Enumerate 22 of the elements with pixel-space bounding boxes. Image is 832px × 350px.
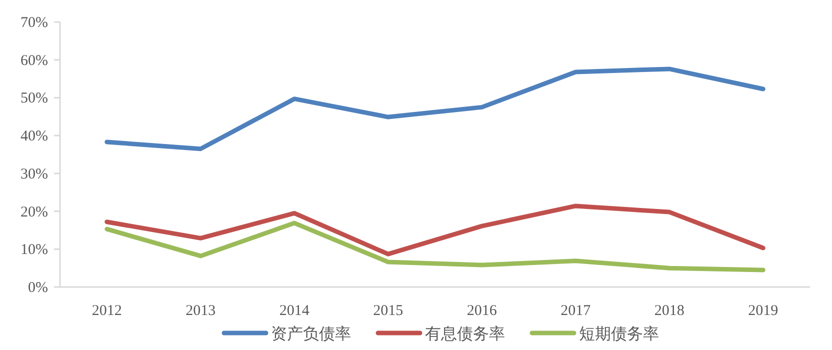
x-tick-label: 2017 <box>560 303 592 319</box>
x-tick-label: 2018 <box>654 303 684 319</box>
line-series <box>104 204 766 256</box>
y-tick-label: 50% <box>20 90 48 107</box>
legend-label: 有息债务率 <box>425 325 505 343</box>
y-tick-label: 40% <box>20 128 48 145</box>
y-tick-label: 0% <box>28 280 48 296</box>
x-tick-label: 2012 <box>92 303 122 319</box>
y-tick-label: 20% <box>20 204 48 220</box>
y-tick-label: 10% <box>20 242 48 258</box>
legend-label: 短期债务率 <box>579 325 659 343</box>
y-tick-label: 30% <box>20 166 48 182</box>
x-tick-label: 2014 <box>279 303 310 319</box>
legend-label: 资产负债率 <box>271 325 351 343</box>
line-series <box>104 66 766 152</box>
x-tick-label: 2019 <box>748 303 778 319</box>
y-tick-label: 70% <box>20 15 48 31</box>
x-tick-label: 2016 <box>466 303 498 319</box>
line-series <box>104 220 766 272</box>
x-tick-label: 2013 <box>186 303 216 319</box>
y-tick-label: 60% <box>20 52 48 69</box>
x-tick-label: 2015 <box>373 303 404 319</box>
